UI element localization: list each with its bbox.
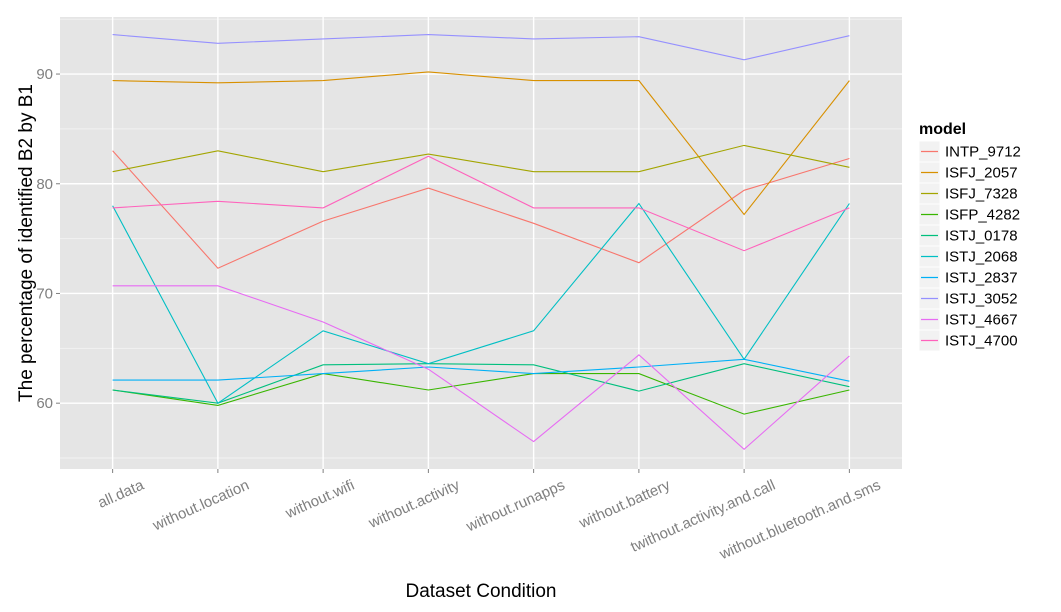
series-line-istj-4667 — [112, 285, 850, 451]
y-tick-label: 60 — [36, 395, 53, 412]
legend-label: ISTJ_4667 — [945, 312, 1018, 329]
series-line-istj-0178 — [112, 363, 850, 404]
series-line-istj-3052 — [112, 34, 850, 61]
legend-label: INTP_9712 — [945, 144, 1021, 161]
series-line-istj-2068 — [112, 202, 850, 405]
x-axis-ticks: all.data without.location without.wifi with… — [95, 469, 883, 563]
x-tick-label: without.location — [149, 477, 251, 535]
legend-label: ISTJ_4700 — [945, 333, 1018, 350]
legend-label: ISFJ_7328 — [945, 186, 1018, 203]
x-axis-title: Dataset Condition — [405, 581, 556, 602]
legend-label: ISFJ_2057 — [945, 165, 1018, 182]
series-line-intp-9712 — [112, 150, 850, 269]
legend-label: ISTJ_2837 — [945, 270, 1018, 287]
y-tick-label: 70 — [36, 285, 53, 302]
series-line-istj-2837 — [112, 358, 850, 382]
legend-label: ISTJ_3052 — [945, 291, 1018, 308]
legend-title: model — [919, 121, 966, 138]
x-tick-label: all.data — [95, 476, 147, 511]
legend: model INTP_9712 ISFJ_2057 ISFJ_7328 ISFP_42… — [918, 121, 1021, 352]
x-tick-label: without.battery — [576, 476, 673, 532]
legend-label: ISTJ_0178 — [945, 228, 1018, 245]
series-line-isfj-2057 — [112, 71, 850, 216]
series-line-isfj-7328 — [112, 144, 850, 173]
y-axis-title: The percentage of identified B2 by B1 — [16, 84, 37, 402]
y-tick-label: 80 — [36, 176, 53, 193]
major-gridlines — [60, 17, 902, 469]
legend-label: ISTJ_2068 — [945, 249, 1018, 266]
x-tick-label: without.activity — [365, 476, 462, 532]
x-tick-label: without.runapps — [463, 477, 568, 536]
series-line-isfp-4282 — [112, 373, 850, 415]
x-tick-label: without.wifi — [282, 477, 357, 523]
series-lines — [112, 34, 850, 451]
minor-gridlines — [60, 18, 902, 459]
series-line-istj-4700 — [112, 155, 850, 252]
legend-label: ISFP_4282 — [945, 207, 1020, 224]
legend-items: INTP_9712 ISFJ_2057 ISFJ_7328 ISFP_4282 ISTJ… — [918, 140, 1021, 352]
y-axis-ticks: 60 70 80 90 — [36, 66, 60, 412]
y-tick-label: 90 — [36, 66, 53, 83]
